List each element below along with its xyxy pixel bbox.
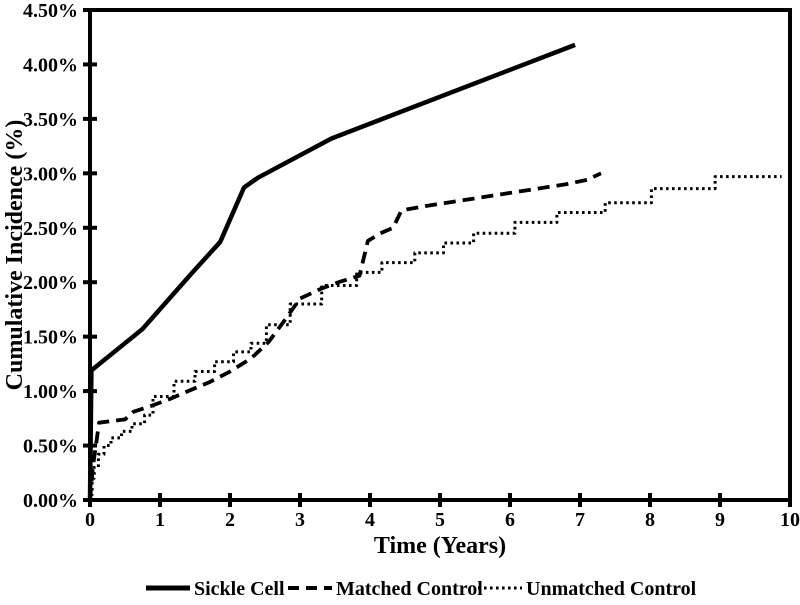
x-tick-label: 1 — [155, 509, 165, 531]
y-tick-label: 2.50% — [23, 218, 78, 240]
plot-border — [88, 8, 792, 502]
series-line-matched-control — [88, 171, 602, 501]
y-tick-label: 2.00% — [23, 272, 78, 294]
y-tick-label: 1.50% — [23, 327, 78, 349]
y-tick-label: 1.00% — [23, 381, 78, 403]
axis-ticks — [83, 8, 792, 507]
y-tick-label: 0.00% — [23, 490, 78, 512]
y-tick-label: 0.50% — [23, 436, 78, 458]
x-tick-label: 9 — [715, 509, 725, 531]
legend-item-sickle-cell: Sickle Cell — [146, 578, 285, 600]
x-tick-label: 4 — [365, 509, 375, 531]
x-tick-label: 7 — [575, 509, 585, 531]
tick-labels: 0.00% 0.50% 1.00% 1.50% 2.00% 2.50% 3.00% 3.50%… — [23, 0, 800, 531]
x-axis-title: Time (Years) — [374, 533, 506, 559]
legend-label-matched-control: Matched Control — [336, 578, 483, 600]
series-line-unmatched-control — [90, 175, 782, 497]
y-tick-label: 4.00% — [23, 54, 78, 76]
series-lines — [87, 42, 782, 501]
legend: Sickle Cell Matched Control Unmatched Co… — [146, 578, 697, 600]
x-tick-label: 5 — [435, 509, 445, 531]
plot-frame — [88, 8, 792, 502]
series-line-sickle-cell — [87, 42, 576, 501]
x-tick-label: 6 — [505, 509, 515, 531]
x-tick-label: 0 — [85, 509, 95, 531]
y-axis-title: Cumulative Incidence (%) — [2, 120, 28, 391]
x-tick-label: 10 — [780, 509, 800, 531]
y-tick-label: 4.50% — [23, 0, 78, 22]
legend-item-matched-control: Matched Control — [288, 578, 483, 600]
x-tick-label: 2 — [225, 509, 235, 531]
x-tick-label: 3 — [295, 509, 305, 531]
legend-item-unmatched-control: Unmatched Control — [478, 578, 697, 600]
legend-label-unmatched-control: Unmatched Control — [526, 578, 697, 600]
legend-label-sickle-cell: Sickle Cell — [194, 578, 285, 600]
y-tick-label: 3.00% — [23, 163, 78, 185]
y-tick-label: 3.50% — [23, 109, 78, 131]
x-tick-label: 8 — [645, 509, 655, 531]
